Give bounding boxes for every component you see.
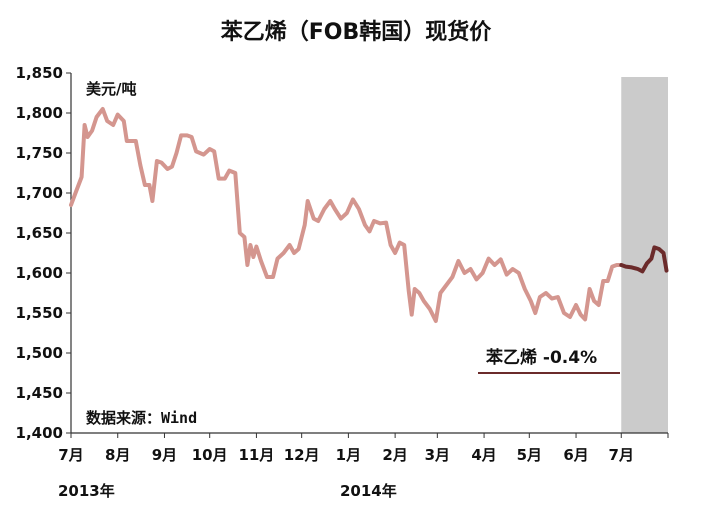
x-tick-label: 8月	[105, 446, 130, 464]
y-tick-label: 1,550	[16, 304, 63, 322]
change-annotation: 苯乙烯 -0.4%	[485, 347, 597, 368]
x-tick-label: 6月	[563, 446, 588, 464]
x-tick-label: 12月	[284, 446, 320, 464]
x-tick-label: 9月	[152, 446, 177, 464]
unit-label: 美元/吨	[86, 80, 136, 98]
x-tick-label: 7月	[609, 446, 634, 464]
y-tick-label: 1,800	[16, 104, 63, 122]
x-axis-ticks: 7月 8月 9月 10月 11月 12月 1月 2月 3月 4月 5月 6月 7月	[58, 433, 669, 464]
series-line-highlight-period	[619, 245, 669, 274]
x-tick-label: 4月	[471, 446, 496, 464]
year-label-2014: 2014年	[340, 482, 397, 500]
x-tick-label: 1月	[336, 446, 361, 464]
x-tick-label: 10月	[192, 446, 228, 464]
y-tick-label: 1,600	[16, 264, 63, 282]
x-tick-label: 5月	[517, 446, 542, 464]
y-tick-label: 1,500	[16, 344, 63, 362]
source-label: 数据来源：Wind	[86, 409, 197, 427]
chart-title: 苯乙烯（FOB韩国）现货价	[220, 19, 492, 45]
y-tick-label: 1,650	[16, 224, 63, 242]
year-labels: 2013年 2014年	[58, 482, 397, 500]
year-label-2013: 2013年	[58, 482, 115, 500]
y-tick-label: 1,400	[16, 424, 63, 442]
y-tick-label: 1,850	[16, 64, 63, 82]
x-tick-label: 11月	[238, 446, 274, 464]
x-tick-label: 3月	[425, 446, 450, 464]
x-tick-label: 2月	[382, 446, 407, 464]
y-tick-label: 1,450	[16, 384, 63, 402]
highlight-period-shade	[621, 77, 668, 433]
x-tick-label: 7月	[58, 446, 83, 464]
y-tick-label: 1,750	[16, 144, 63, 162]
y-axis-ticks: 1,400 1,450 1,500 1,550 1,600 1,650 1,700 1,750…	[16, 64, 71, 442]
series-line-styrene	[69, 107, 624, 323]
y-tick-label: 1,700	[16, 184, 63, 202]
